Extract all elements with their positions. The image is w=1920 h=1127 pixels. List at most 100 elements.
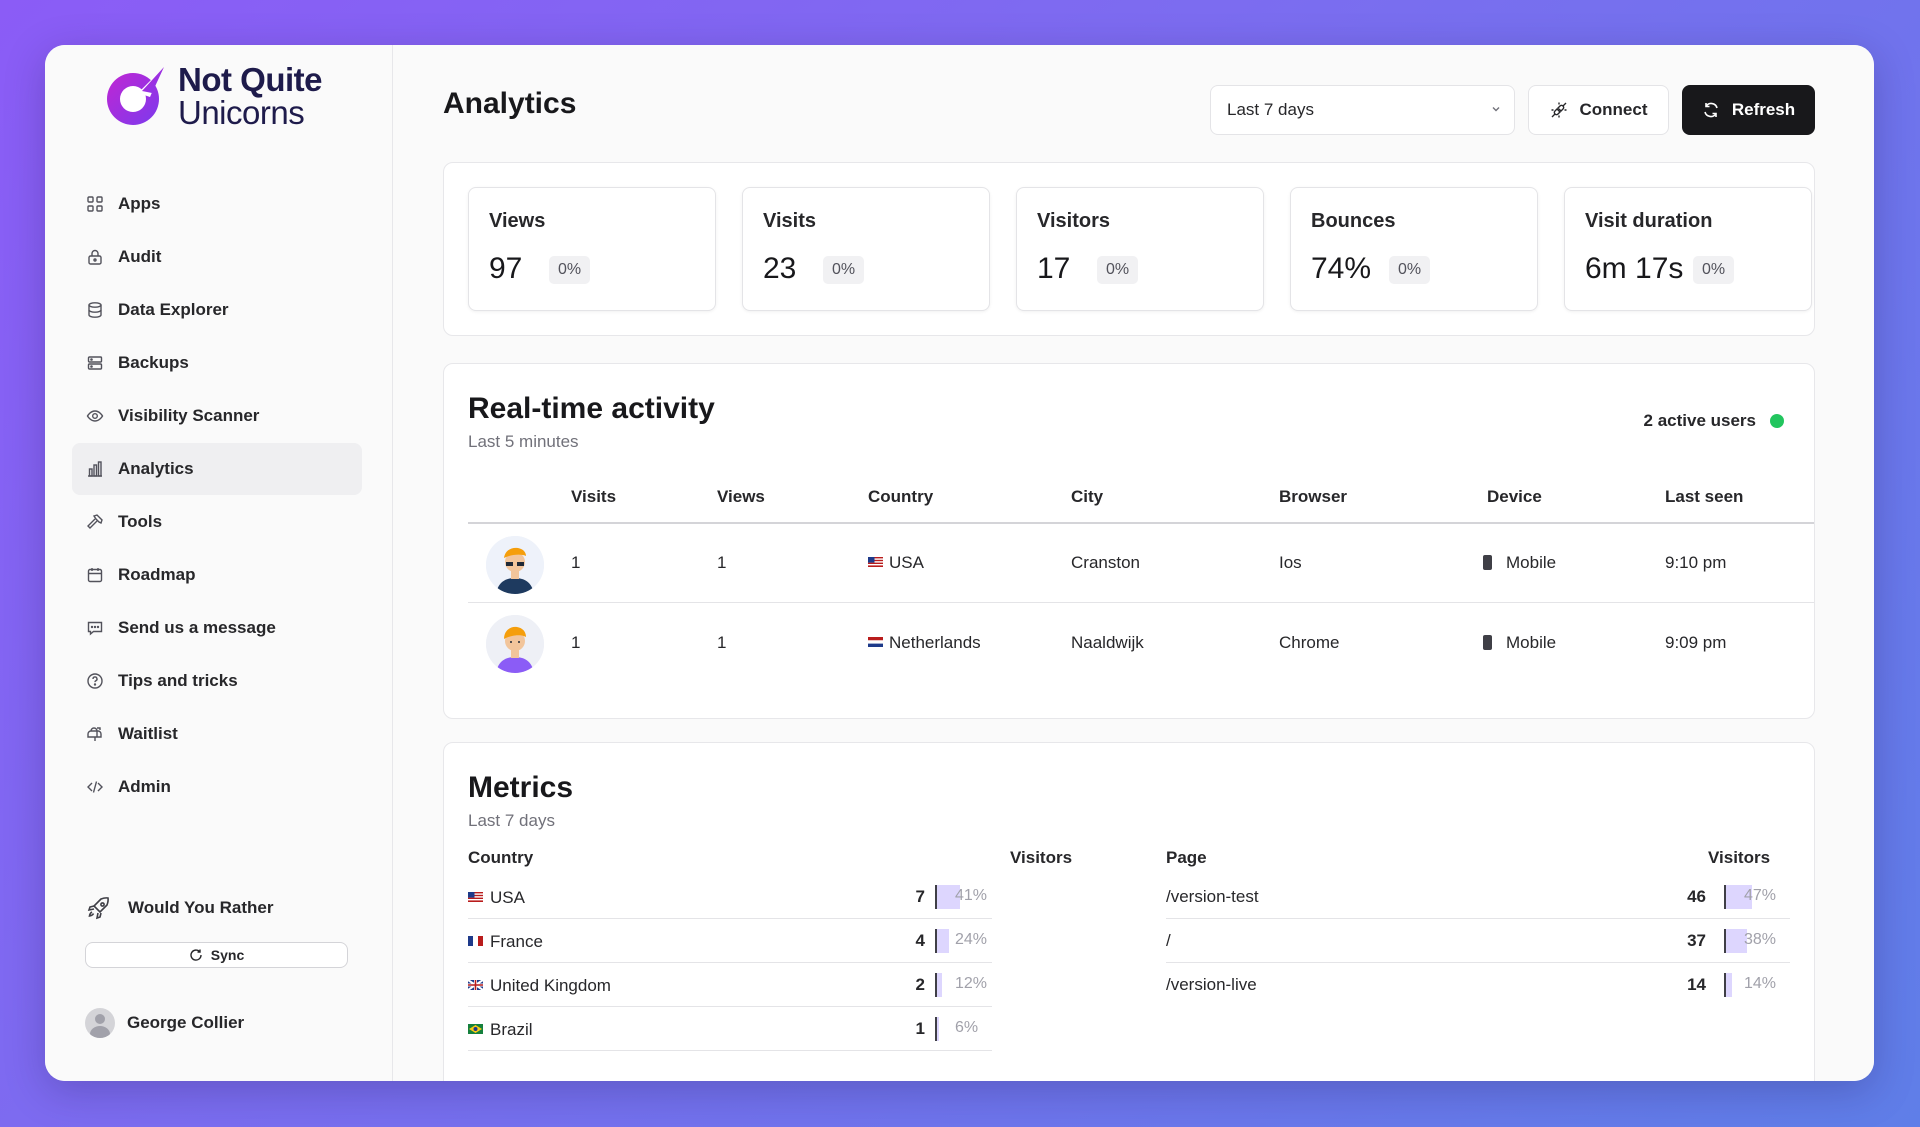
stat-value: 97 xyxy=(489,252,523,285)
visitor-avatar xyxy=(486,536,544,594)
live-status-dot xyxy=(1770,414,1784,428)
page-path: /version-live xyxy=(1166,975,1257,994)
sidebar-item-tools[interactable]: Tools xyxy=(72,496,362,548)
sidebar-item-label: Audit xyxy=(118,247,162,266)
current-app[interactable]: Would You Rather xyxy=(86,895,273,921)
share-bar xyxy=(1724,929,1747,953)
stat-card-visits: Visits 23 0% xyxy=(742,187,990,311)
brand-name-line1: Not Quite xyxy=(178,61,322,98)
share-bar xyxy=(935,973,942,997)
us-flag-icon xyxy=(868,557,883,567)
database-icon xyxy=(86,301,104,319)
column-header-visits: Visits xyxy=(571,487,617,506)
help-circle-icon xyxy=(86,672,104,690)
sidebar-item-label: Send us a message xyxy=(118,618,276,637)
grid-icon xyxy=(86,195,104,213)
stat-card-bounces: Bounces 74% 0% xyxy=(1290,187,1538,311)
stat-change-badge: 0% xyxy=(1693,256,1735,284)
brand-logo[interactable]: Not Quite Unicorns xyxy=(102,63,322,129)
list-item[interactable]: USA 7 41% xyxy=(468,875,992,919)
country-name: Brazil xyxy=(468,1019,533,1040)
cell-browser: Chrome xyxy=(1279,632,1340,652)
stat-card-visitors: Visitors 17 0% xyxy=(1016,187,1264,311)
list-item[interactable]: /version-test 46 47% xyxy=(1166,875,1790,919)
sidebar-nav: Apps Audit Data Explorer Backups Visibil… xyxy=(72,178,362,814)
stat-value: 17 xyxy=(1037,252,1071,285)
sidebar-item-visibility-scanner[interactable]: Visibility Scanner xyxy=(72,390,362,442)
realtime-panel: Real-time activity Last 5 minutes 2 acti… xyxy=(443,363,1815,719)
country-label: France xyxy=(490,932,543,951)
active-users-indicator: 2 active users xyxy=(1644,411,1784,431)
table-row[interactable]: 1 1 USA Cranston Ios Mobile 9:10 pm xyxy=(468,524,1814,603)
user-profile[interactable]: George Collier xyxy=(85,1008,244,1038)
page-path: /version-test xyxy=(1166,887,1259,906)
refresh-label: Refresh xyxy=(1731,100,1796,119)
sidebar-item-tips[interactable]: Tips and tricks xyxy=(72,655,362,707)
device-name: Mobile xyxy=(1506,553,1557,572)
code-icon xyxy=(86,778,104,796)
stat-label: Visits xyxy=(763,210,816,232)
list-item[interactable]: France 4 24% xyxy=(468,919,992,963)
stat-card-visit-duration: Visit duration 6m 17s 0% xyxy=(1564,187,1812,311)
sidebar-item-label: Roadmap xyxy=(118,565,196,584)
server-icon xyxy=(86,354,104,372)
cell-browser: Ios xyxy=(1279,553,1302,572)
hammer-icon xyxy=(86,513,104,531)
list-item[interactable]: /version-live 14 14% xyxy=(1166,963,1790,1007)
page-visitor-count: 14 xyxy=(1687,975,1706,994)
column-header-views: Views xyxy=(717,487,765,506)
connect-button[interactable]: Connect xyxy=(1528,85,1669,135)
stat-change-badge: 0% xyxy=(1097,256,1139,284)
stat-value: 74% xyxy=(1311,252,1372,285)
share-bar xyxy=(935,885,960,909)
cell-visits: 1 xyxy=(571,632,581,652)
cell-views: 1 xyxy=(717,553,727,572)
list-item[interactable]: Brazil 1 6% xyxy=(468,1007,992,1051)
sidebar-item-label: Backups xyxy=(118,353,189,372)
app-window: Not Quite Unicorns Apps Audit Data Explo… xyxy=(45,45,1874,1081)
country-visitor-count: 2 xyxy=(915,975,925,994)
sidebar-item-send-message[interactable]: Send us a message xyxy=(72,602,362,654)
stat-label: Bounces xyxy=(1311,210,1396,232)
cell-city: Naaldwijk xyxy=(1071,632,1144,652)
date-range-select[interactable]: Last 7 days xyxy=(1210,85,1515,135)
sidebar-item-waitlist[interactable]: Waitlist xyxy=(72,708,362,760)
list-item[interactable]: / 37 38% xyxy=(1166,919,1790,963)
sidebar-item-label: Data Explorer xyxy=(118,300,229,319)
brazil-flag-icon xyxy=(468,1019,483,1034)
visitor-avatar xyxy=(486,615,544,673)
refresh-icon xyxy=(1704,102,1718,118)
stat-label: Visit duration xyxy=(1585,210,1713,232)
sidebar-item-analytics[interactable]: Analytics xyxy=(72,443,362,495)
sidebar-item-roadmap[interactable]: Roadmap xyxy=(72,549,362,601)
page-visitor-count: 46 xyxy=(1687,887,1706,906)
cell-views: 1 xyxy=(717,632,727,652)
lock-icon xyxy=(86,248,104,266)
current-app-name: Would You Rather xyxy=(128,898,274,917)
cell-device: Mobile xyxy=(1483,553,1556,573)
country-percent: 41% xyxy=(955,887,988,904)
stat-label: Views xyxy=(489,210,546,232)
realtime-table: Visits Views Country City Browser Device… xyxy=(468,472,1814,682)
page-percent: 47% xyxy=(1744,887,1777,904)
column-header-country: Country xyxy=(868,487,934,506)
sidebar-item-admin[interactable]: Admin xyxy=(72,761,362,813)
sidebar-item-audit[interactable]: Audit xyxy=(72,231,362,283)
refresh-button[interactable]: Refresh xyxy=(1682,85,1815,135)
column-header-last-seen: Last seen xyxy=(1665,487,1744,506)
table-row[interactable]: 1 1 Netherlands Naaldwijk Chrome Mobile … xyxy=(468,603,1814,682)
sidebar-item-data-explorer[interactable]: Data Explorer xyxy=(72,284,362,336)
table-header: Visits Views Country City Browser Device… xyxy=(468,472,1814,524)
sync-button[interactable]: Sync xyxy=(85,942,348,968)
netherlands-flag-icon xyxy=(868,636,883,647)
stat-value: 6m 17s xyxy=(1585,252,1684,285)
sidebar-item-label: Tools xyxy=(118,512,163,531)
list-item[interactable]: United Kingdom 2 12% xyxy=(467,963,992,1007)
sidebar-item-apps[interactable]: Apps xyxy=(72,178,362,230)
country-name: USA xyxy=(468,887,525,908)
user-name: George Collier xyxy=(127,1013,245,1032)
sidebar-item-label: Visibility Scanner xyxy=(118,406,260,425)
device-name: Mobile xyxy=(1506,632,1557,652)
share-bar xyxy=(1724,885,1752,909)
sidebar-item-backups[interactable]: Backups xyxy=(72,337,362,389)
